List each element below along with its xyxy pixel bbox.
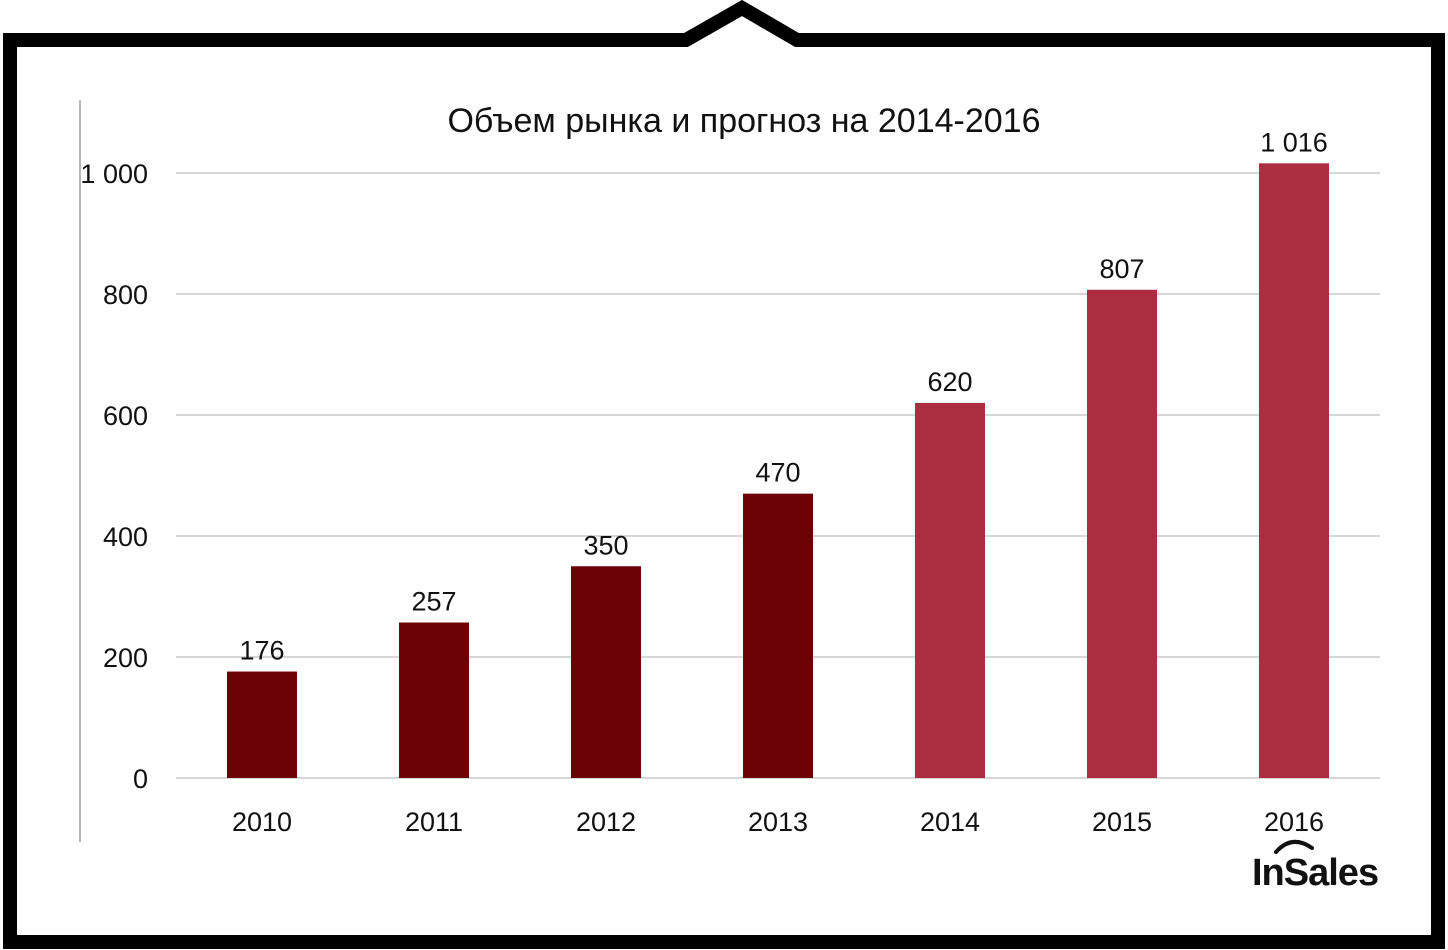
bar-2010 (227, 671, 297, 778)
y-tick-label: 800 (103, 280, 148, 310)
bar-2016 (1259, 163, 1329, 778)
bar-2013 (743, 493, 813, 778)
x-tick-label-2012: 2012 (576, 807, 636, 837)
data-label-2012: 350 (583, 530, 628, 560)
logo-text: InSales (1252, 852, 1379, 894)
x-tick-label-2016: 2016 (1264, 807, 1324, 837)
data-labels: 176 257 350 470 620 807 1 016 (239, 127, 1327, 665)
x-tick-label-2013: 2013 (748, 807, 808, 837)
bar-2011 (399, 622, 469, 778)
data-label-2011: 257 (411, 587, 456, 617)
gridlines (176, 172, 1380, 779)
x-tick-label-2014: 2014 (920, 807, 980, 837)
logo-swoosh-icon (1274, 840, 1314, 854)
insales-logo: InSales (1252, 840, 1379, 895)
bars (227, 163, 1329, 778)
y-axis-ticks: 0 200 400 600 800 1 000 (80, 159, 148, 794)
bar-2015 (1087, 289, 1157, 778)
data-label-2015: 807 (1099, 254, 1144, 284)
x-tick-label-2015: 2015 (1092, 807, 1152, 837)
data-label-2010: 176 (239, 636, 284, 666)
data-label-2016: 1 016 (1260, 127, 1328, 157)
x-tick-label-2010: 2010 (232, 807, 292, 837)
x-tick-label-2011: 2011 (405, 807, 463, 837)
y-tick-label: 200 (103, 643, 148, 673)
data-label-2014: 620 (927, 367, 972, 397)
y-tick-label: 400 (103, 522, 148, 552)
bar-2014 (915, 402, 985, 778)
chart-title: Объем рынка и прогноз на 2014-2016 (447, 102, 1041, 140)
y-tick-label: 1 000 (80, 159, 148, 189)
y-tick-label: 600 (103, 401, 148, 431)
data-label-2013: 470 (755, 458, 800, 488)
x-axis-ticks: 2010 2011 2012 2013 2014 2015 2016 (232, 807, 1324, 837)
y-tick-label: 0 (133, 764, 148, 794)
bar-2012 (571, 566, 641, 778)
